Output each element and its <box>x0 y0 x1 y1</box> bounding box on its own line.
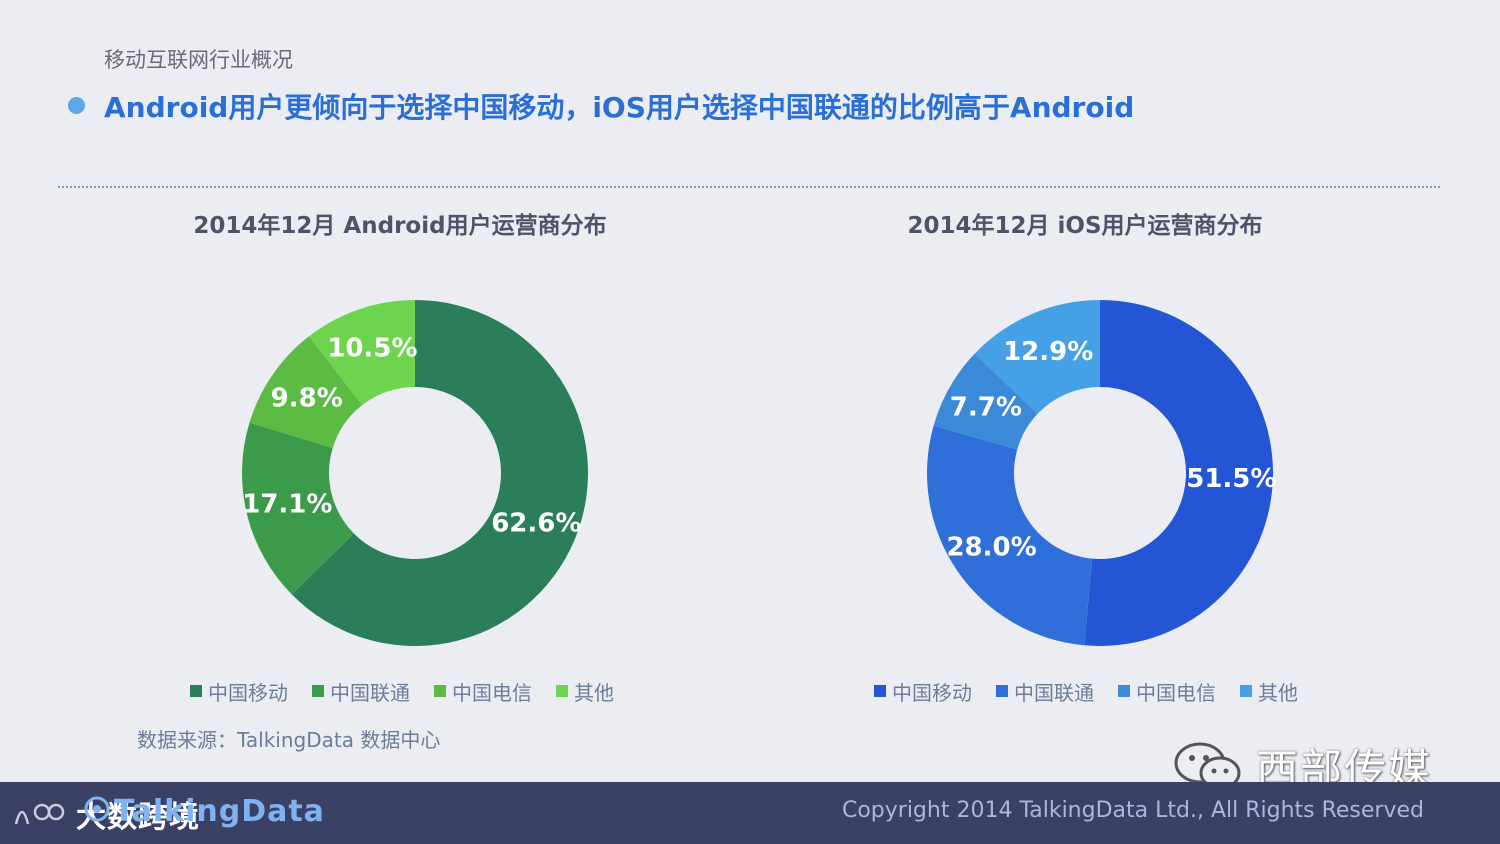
legend-item: 其他 <box>1240 677 1298 706</box>
footer-logo: 大数跨境 <box>12 792 200 836</box>
legend-swatch <box>190 685 202 697</box>
donut-slice <box>241 422 354 595</box>
chart-title-android: 2014年12月 Android用户运营商分布 <box>193 213 607 239</box>
legend-label: 中国移动 <box>208 680 288 705</box>
footer: 大数跨境 TalkingData Copyright 2014 TalkingD… <box>0 782 1500 844</box>
donut-slice <box>249 336 363 448</box>
logo-mark-icon <box>14 803 65 825</box>
legend-swatch <box>874 685 886 697</box>
data-label: 51.5% <box>1186 464 1276 494</box>
divider <box>58 186 1440 188</box>
legend-label: 中国电信 <box>452 680 532 705</box>
legend-ios: 中国移动 中国联通 中国电信 其他 <box>874 677 1322 706</box>
android-donut-chart: 62.6% 17.1% 9.8% 10.5% <box>241 300 588 646</box>
legend-swatch <box>434 685 446 697</box>
donut-slice <box>933 353 1038 450</box>
legend-label: 中国联通 <box>330 680 410 705</box>
legend-item: 其他 <box>556 677 614 706</box>
donut-slice <box>1084 300 1274 646</box>
wechat-icon <box>1174 742 1241 789</box>
data-label: 62.6% <box>491 509 581 539</box>
ios-donut-chart: 51.5% 28.0% 7.7% 12.9% <box>927 300 1276 646</box>
legend-android: 中国移动 中国联通 中国电信 其他 <box>190 677 638 706</box>
talkingdata-logo-icon <box>84 796 110 822</box>
legend-item: 中国移动 <box>190 677 288 706</box>
legend-label: 其他 <box>574 680 614 705</box>
data-label: 7.7% <box>950 393 1022 423</box>
page-title: Android用户更倾向于选择中国移动，iOS用户选择中国联通的比例高于Andr… <box>104 91 1135 124</box>
legend-label: 其他 <box>1258 680 1298 705</box>
legend-item: 中国电信 <box>1118 677 1216 706</box>
copyright: Copyright 2014 TalkingData Ltd., All Rig… <box>841 798 1424 823</box>
donut-slice <box>927 425 1093 646</box>
legend-item: 中国电信 <box>434 677 532 706</box>
data-label: 9.8% <box>271 383 343 413</box>
legend-swatch <box>556 685 568 697</box>
legend-swatch <box>312 685 324 697</box>
legend-swatch <box>1240 685 1252 697</box>
brand-name: TalkingData <box>114 794 325 829</box>
legend-swatch <box>996 685 1008 697</box>
donut-slice <box>291 300 588 646</box>
legend-item: 中国联通 <box>996 677 1094 706</box>
legend-label: 中国电信 <box>1136 680 1216 705</box>
data-label: 12.9% <box>1003 337 1093 367</box>
data-label: 10.5% <box>327 334 417 364</box>
data-label: 28.0% <box>946 532 1036 562</box>
legend-label: 中国联通 <box>1014 680 1094 705</box>
data-label: 17.1% <box>242 490 332 520</box>
legend-item: 中国联通 <box>312 677 410 706</box>
donut-slice <box>974 300 1100 414</box>
data-source: 数据来源：TalkingData 数据中心 <box>137 728 441 752</box>
chart-title-ios: 2014年12月 iOS用户运营商分布 <box>907 213 1263 239</box>
breadcrumb: 移动互联网行业概况 <box>104 48 293 72</box>
legend-label: 中国移动 <box>892 680 972 705</box>
donut-slice <box>308 300 415 406</box>
bullet-icon <box>68 97 85 114</box>
legend-swatch <box>1118 685 1130 697</box>
legend-item: 中国移动 <box>874 677 972 706</box>
